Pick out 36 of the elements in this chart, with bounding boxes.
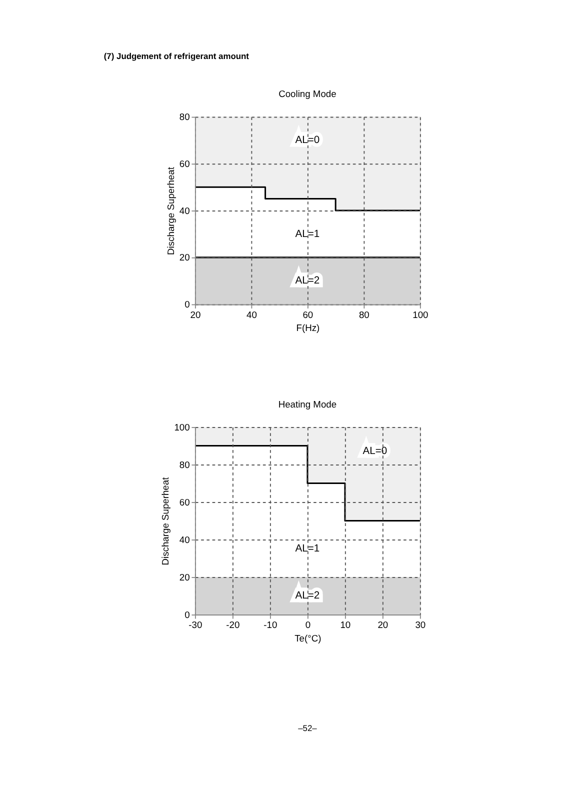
text: –52– <box>298 722 318 733</box>
annotation: AL=0 <box>295 135 320 146</box>
annotation: AL=1 <box>295 544 320 555</box>
x-tick-label: -20 <box>226 620 240 630</box>
x-tick-label: -30 <box>188 620 202 630</box>
x-axis-title: F(Hz) <box>296 322 320 333</box>
annotation: AL=1 <box>295 228 320 240</box>
x-tick-label: 40 <box>246 310 257 320</box>
annotation: AL=2 <box>295 590 320 602</box>
annotation: AL=0 <box>362 446 388 458</box>
y-tick-label: 20 <box>179 572 190 582</box>
x-tick-label: 0 <box>305 620 311 630</box>
y-tick-label: 80 <box>179 112 190 122</box>
x-axis-title: Te(°C) <box>294 633 322 644</box>
y-tick-label: 20 <box>179 252 190 263</box>
y-axis-title: Discharge Superheat <box>166 166 176 255</box>
x-tick-label: -10 <box>264 620 278 630</box>
annotation: AL=2 <box>295 276 320 287</box>
y-tick-label: 40 <box>179 534 190 545</box>
x-tick-label: 60 <box>302 310 314 320</box>
y-tick-label: 60 <box>179 497 190 508</box>
text: (7) Judgement of refrigerant amount <box>104 51 250 62</box>
x-tick-label: 100 <box>412 310 428 320</box>
y-tick-label: 0 <box>184 300 190 310</box>
chart-title: Heating Mode <box>278 399 337 410</box>
x-tick-label: 10 <box>340 620 351 630</box>
x-tick-label: 20 <box>378 620 388 630</box>
y-tick-label: 100 <box>174 422 190 432</box>
y-tick-label: 60 <box>179 158 190 169</box>
x-tick-label: 30 <box>415 620 426 630</box>
y-axis-title: Discharge Superheat <box>160 476 171 566</box>
y-tick-label: 40 <box>179 206 190 216</box>
chart-title: Cooling Mode <box>278 89 336 100</box>
y-tick-label: 80 <box>179 460 190 470</box>
x-tick-label: 80 <box>358 310 370 320</box>
y-tick-label: 0 <box>184 610 190 620</box>
